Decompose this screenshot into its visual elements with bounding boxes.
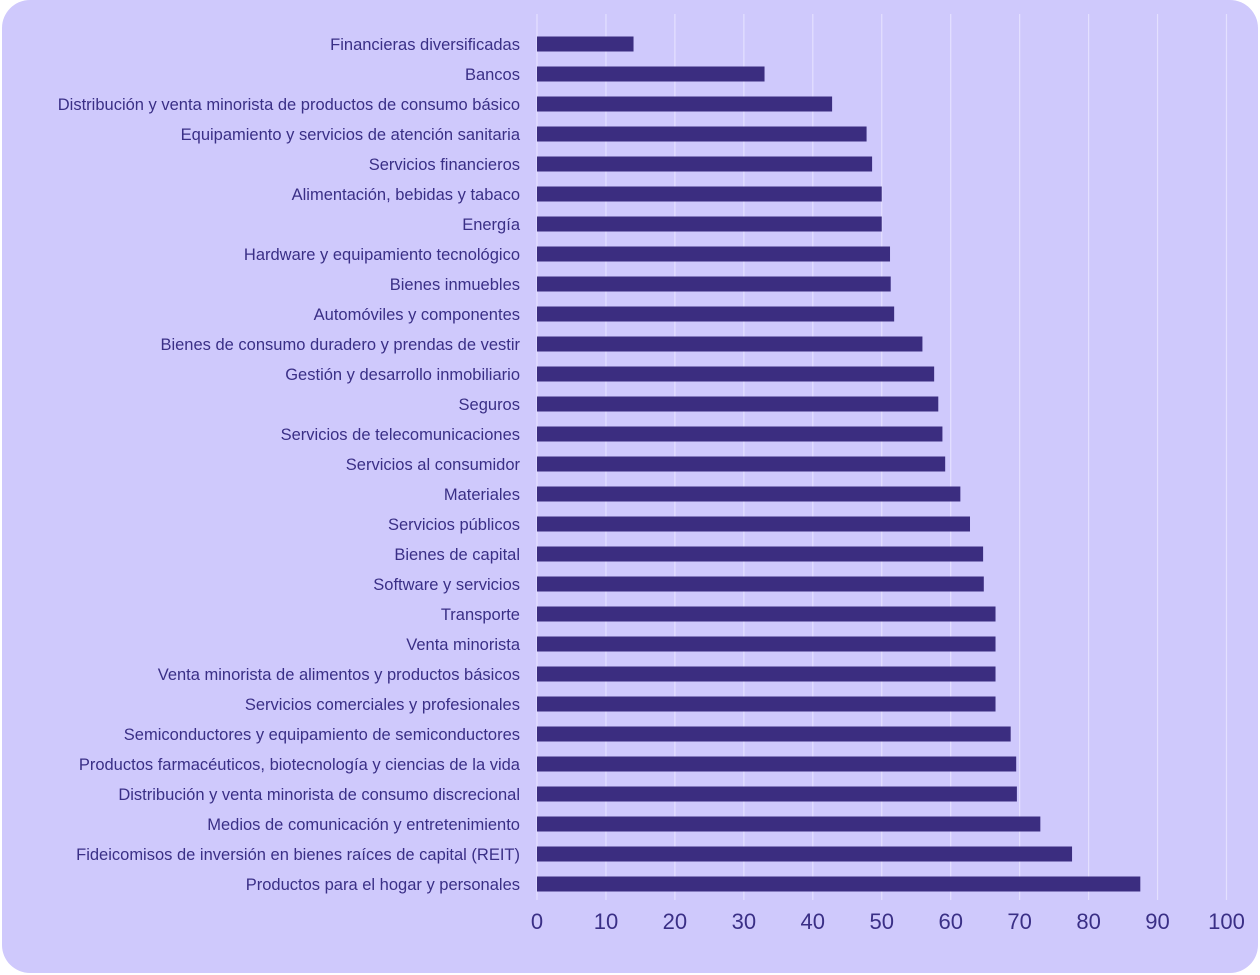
category-label: Servicios públicos [388,516,520,534]
bar [537,396,939,412]
bar [537,576,984,592]
category-label: Bienes de consumo duradero y prendas de … [160,336,520,354]
category-label: Servicios financieros [369,156,520,174]
category-label: Semiconductores y equipamiento de semico… [124,726,520,744]
category-label: Venta minorista [406,636,521,654]
bar [537,846,1073,862]
category-label: Distribución y venta minorista de produc… [58,96,520,114]
category-label: Software y servicios [373,576,520,594]
bar [537,306,895,322]
category-label: Financieras diversificadas [330,36,520,54]
x-tick-label: 10 [594,909,618,934]
category-label: Bienes de capital [394,546,520,564]
category-label: Medios de comunicación y entretenimiento [207,816,520,834]
category-label: Seguros [459,396,520,414]
x-tick-label: 30 [732,909,756,934]
category-labels: Financieras diversificadas Bancos Distribu… [58,36,521,894]
bar [537,726,1011,742]
category-label: Hardware y equipamiento tecnológico [244,246,520,264]
category-label: Transporte [441,606,520,624]
bar [537,546,984,562]
x-tick-label: 90 [1145,909,1169,934]
bar [537,246,891,262]
x-axis-ticks: 0 10 20 30 40 50 60 70 80 90 100 [531,909,1245,934]
bar [537,186,882,202]
category-label: Automóviles y componentes [314,306,520,324]
bar [537,66,765,82]
bar [537,786,1017,802]
x-tick-label: 20 [663,909,687,934]
bar [537,816,1041,832]
category-label: Productos farmacéuticos, biotecnología y… [79,756,521,774]
x-tick-label: 100 [1208,909,1245,934]
x-tick-label: 40 [801,909,825,934]
bar [537,216,882,232]
category-label: Servicios comerciales y profesionales [245,696,520,714]
bars [537,36,1141,892]
bar [537,96,833,112]
x-tick-label: 80 [1076,909,1100,934]
category-label: Bancos [465,66,520,84]
bar [537,876,1141,892]
category-label: Servicios al consumidor [346,456,521,474]
x-tick-label: 0 [531,909,543,934]
bar [537,606,996,622]
category-label: Gestión y desarrollo inmobiliario [285,366,520,384]
bar [537,366,935,382]
category-label: Alimentación, bebidas y tabaco [292,186,520,204]
x-tick-label: 50 [870,909,894,934]
category-label: Productos para el hogar y personales [246,876,520,894]
bar [537,336,923,352]
bar [537,516,971,532]
bar [537,126,867,142]
bar [537,456,946,472]
bar [537,666,996,682]
bar [537,486,961,502]
category-label: Servicios de telecomunicaciones [281,426,520,444]
x-tick-label: 60 [938,909,962,934]
bar [537,426,943,442]
x-tick-label: 70 [1007,909,1031,934]
category-label: Equipamiento y servicios de atención san… [181,126,521,144]
category-label: Distribución y venta minorista de consum… [118,786,520,804]
bar [537,156,873,172]
category-label: Materiales [444,486,520,504]
category-label: Bienes inmuebles [390,276,520,294]
category-label: Energía [462,216,521,234]
bar [537,756,1017,772]
bar [537,276,891,292]
bar [537,36,634,52]
bar [537,696,996,712]
bar [537,636,996,652]
category-label: Venta minorista de alimentos y productos… [158,666,520,684]
category-label: Fideicomisos de inversión en bienes raíc… [76,846,520,864]
